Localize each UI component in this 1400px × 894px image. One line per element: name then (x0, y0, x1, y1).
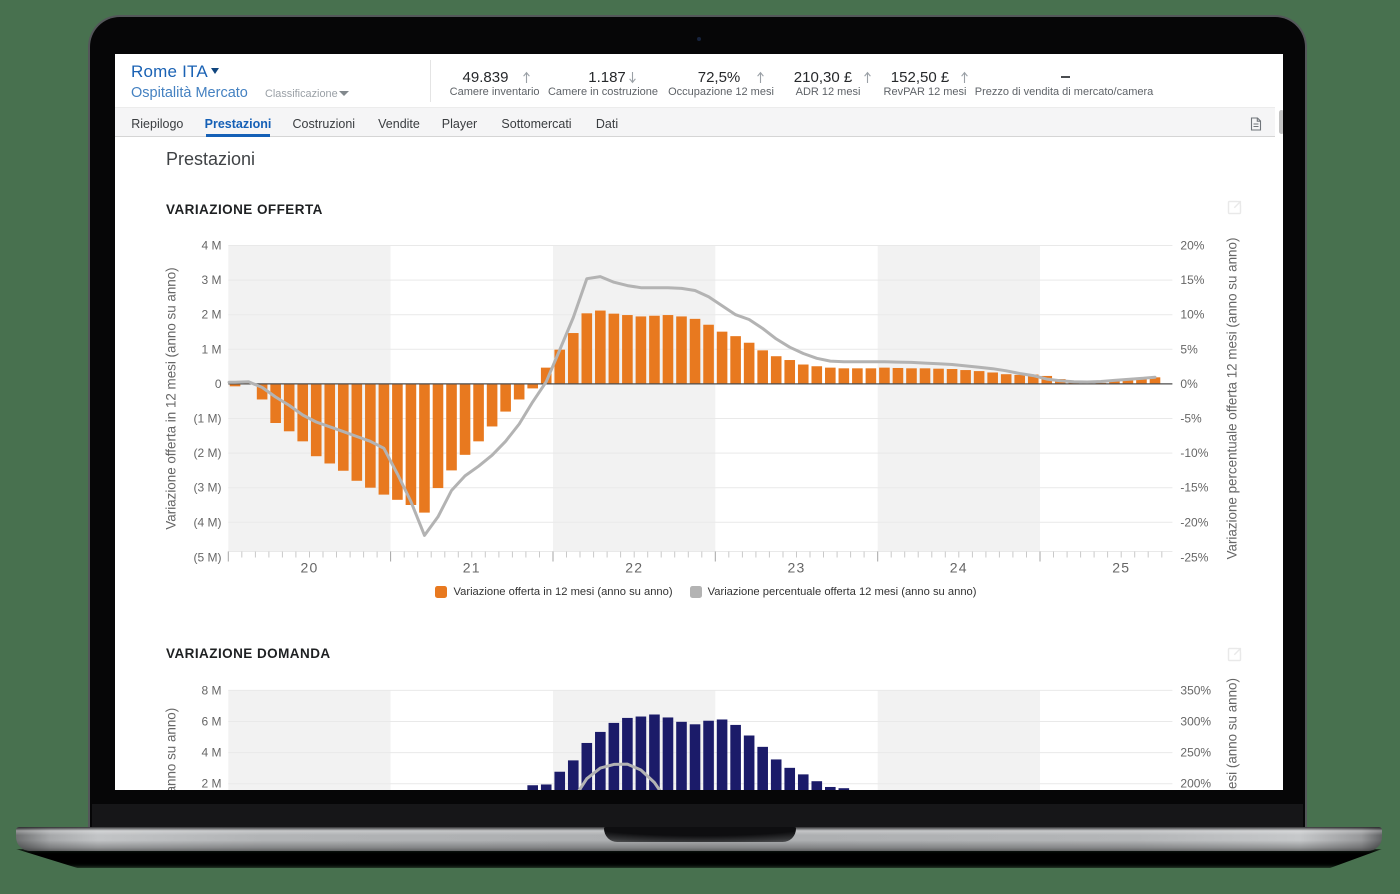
svg-text:24: 24 (950, 560, 968, 576)
svg-text:0: 0 (215, 377, 222, 391)
svg-text:-10%: -10% (1180, 446, 1208, 460)
svg-text:8 M: 8 M (201, 683, 221, 697)
svg-text:Variazione percentuale offerta: Variazione percentuale offerta 12 mesi (… (1225, 238, 1240, 560)
svg-text:200%: 200% (1180, 777, 1211, 790)
svg-text:15%: 15% (1180, 273, 1204, 287)
svg-text:300%: 300% (1180, 715, 1211, 729)
svg-text:350%: 350% (1180, 683, 1211, 697)
svg-text:250%: 250% (1180, 746, 1211, 760)
svg-text:(5 M): (5 M) (194, 551, 222, 565)
svg-text:Variazione percentuale domanda: Variazione percentuale domanda 12 mesi (… (1225, 678, 1240, 790)
svg-text:4 M: 4 M (201, 746, 221, 760)
svg-text:4 M: 4 M (201, 239, 221, 253)
svg-text:(2 M): (2 M) (194, 446, 222, 460)
svg-text:-15%: -15% (1180, 481, 1208, 495)
svg-text:-25%: -25% (1180, 551, 1208, 565)
svg-text:1 M: 1 M (201, 342, 221, 356)
svg-text:-5%: -5% (1180, 412, 1202, 426)
svg-text:0%: 0% (1180, 377, 1198, 391)
svg-text:(4 M): (4 M) (194, 515, 222, 529)
svg-text:23: 23 (788, 560, 806, 576)
svg-text:6 M: 6 M (201, 715, 221, 729)
svg-text:-20%: -20% (1180, 515, 1208, 529)
svg-text:10%: 10% (1180, 308, 1204, 322)
svg-text:2 M: 2 M (201, 308, 221, 322)
svg-text:22: 22 (625, 560, 643, 576)
svg-text:20: 20 (301, 560, 319, 576)
svg-text:20%: 20% (1180, 239, 1204, 253)
svg-text:Variazione offerta in 12 mesi: Variazione offerta in 12 mesi (anno su a… (164, 267, 179, 529)
svg-text:3 M: 3 M (201, 273, 221, 287)
svg-text:21: 21 (463, 560, 481, 576)
svg-text:5%: 5% (1180, 342, 1198, 356)
svg-text:(1 M): (1 M) (194, 412, 222, 426)
svg-text:(3 M): (3 M) (194, 481, 222, 495)
svg-text:2 M: 2 M (201, 777, 221, 790)
svg-text:Variazione domanda in 12 mesi: Variazione domanda in 12 mesi (anno su a… (164, 708, 179, 790)
svg-text:25: 25 (1112, 560, 1130, 576)
